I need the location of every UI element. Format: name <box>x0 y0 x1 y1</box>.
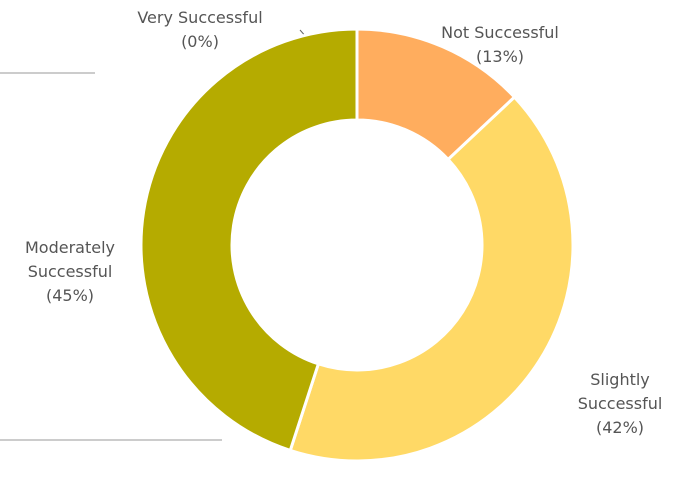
slice-label: Not Successful (13%) <box>430 21 570 69</box>
donut-slice <box>139 27 359 453</box>
percent-label: (42%) <box>595 418 645 437</box>
category-name: Very Successful <box>137 8 263 27</box>
slice-label: Very Successful (0%) <box>110 6 290 54</box>
percent-label: (45%) <box>45 286 95 305</box>
category-name: Not Successful <box>441 23 559 42</box>
category-name: Slightly Successful <box>577 370 663 413</box>
category-name: Moderately Successful <box>24 238 115 281</box>
slice-label: Moderately Successful (45%) <box>10 236 130 308</box>
percent-label: (13%) <box>475 47 525 66</box>
donut-slice <box>288 95 575 463</box>
percent-label: (0%) <box>181 32 219 51</box>
slice-label: Slightly Successful (42%) <box>565 368 675 440</box>
